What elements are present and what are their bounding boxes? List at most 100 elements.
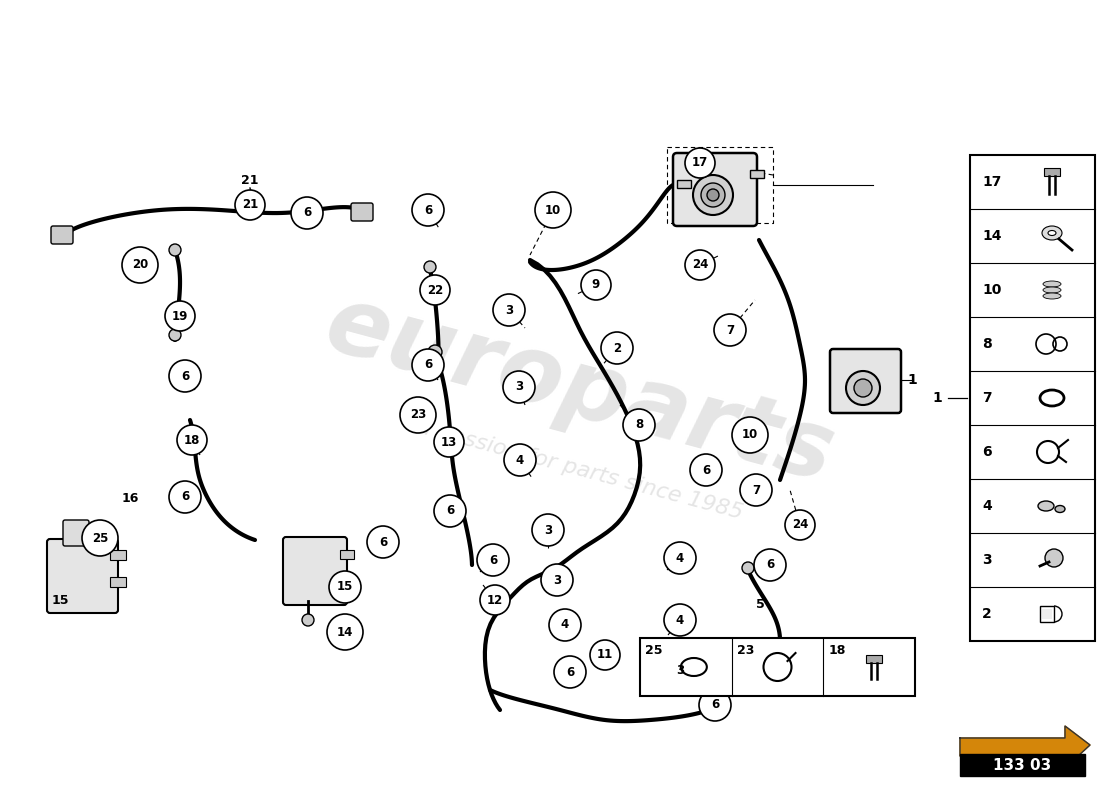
Text: 7: 7 — [752, 483, 760, 497]
Bar — [340, 550, 354, 559]
Text: 4: 4 — [516, 454, 524, 466]
Circle shape — [169, 481, 201, 513]
Bar — [750, 170, 764, 178]
Text: 3: 3 — [543, 523, 552, 537]
FancyBboxPatch shape — [63, 520, 89, 546]
Circle shape — [854, 379, 872, 397]
Text: 15: 15 — [52, 594, 68, 606]
Text: 9: 9 — [592, 278, 601, 291]
Text: 18: 18 — [828, 643, 846, 657]
Text: 133 03: 133 03 — [993, 758, 1052, 773]
Circle shape — [412, 349, 444, 381]
Circle shape — [424, 261, 436, 273]
Text: 6: 6 — [766, 558, 774, 571]
Circle shape — [685, 148, 715, 178]
Circle shape — [740, 474, 772, 506]
Circle shape — [690, 454, 722, 486]
Circle shape — [846, 371, 880, 405]
Bar — [1040, 606, 1054, 622]
FancyBboxPatch shape — [673, 153, 757, 226]
Text: 4: 4 — [675, 614, 684, 626]
Circle shape — [532, 514, 564, 546]
Text: 3: 3 — [553, 574, 561, 586]
Circle shape — [169, 360, 201, 392]
Circle shape — [177, 425, 207, 455]
Circle shape — [754, 549, 786, 581]
Text: 18: 18 — [184, 434, 200, 446]
Text: 22: 22 — [427, 283, 443, 297]
Ellipse shape — [1055, 506, 1065, 513]
FancyBboxPatch shape — [47, 539, 118, 613]
Text: 6: 6 — [702, 463, 711, 477]
Text: 3: 3 — [505, 303, 513, 317]
Text: 6: 6 — [424, 358, 432, 371]
Circle shape — [693, 175, 733, 215]
Circle shape — [742, 562, 754, 574]
Circle shape — [400, 397, 436, 433]
Text: 13: 13 — [441, 435, 458, 449]
Bar — [110, 577, 126, 587]
Circle shape — [367, 526, 399, 558]
Text: 19: 19 — [172, 310, 188, 322]
Circle shape — [785, 510, 815, 540]
Ellipse shape — [1043, 287, 1062, 293]
FancyBboxPatch shape — [51, 226, 73, 244]
Circle shape — [685, 250, 715, 280]
Text: 6: 6 — [378, 535, 387, 549]
Text: 5: 5 — [756, 598, 764, 611]
Circle shape — [420, 275, 450, 305]
Text: 12: 12 — [487, 594, 503, 606]
Circle shape — [292, 197, 323, 229]
Text: 7: 7 — [726, 323, 734, 337]
Circle shape — [477, 544, 509, 576]
Bar — [970, 155, 1094, 641]
Text: 3: 3 — [675, 663, 684, 677]
Bar — [640, 638, 915, 696]
Circle shape — [707, 189, 719, 201]
Text: 10: 10 — [544, 203, 561, 217]
Circle shape — [664, 542, 696, 574]
Circle shape — [412, 194, 444, 226]
Text: a passion for parts since 1985: a passion for parts since 1985 — [415, 417, 745, 523]
Text: 16: 16 — [121, 491, 139, 505]
Text: 25: 25 — [91, 531, 108, 545]
Text: europarts: europarts — [316, 278, 844, 502]
Text: 4: 4 — [561, 618, 569, 631]
Bar — [960, 754, 1085, 776]
Polygon shape — [960, 726, 1090, 768]
Text: 8: 8 — [982, 337, 992, 351]
Text: 7: 7 — [982, 391, 991, 405]
Text: 15: 15 — [337, 581, 353, 594]
Text: 6: 6 — [302, 206, 311, 219]
Circle shape — [664, 654, 696, 686]
Text: 11: 11 — [597, 649, 613, 662]
FancyBboxPatch shape — [830, 349, 901, 413]
Circle shape — [493, 294, 525, 326]
Text: 6: 6 — [488, 554, 497, 566]
Circle shape — [82, 520, 118, 556]
Text: 25: 25 — [645, 643, 662, 657]
Text: 1: 1 — [933, 391, 942, 405]
Text: 2: 2 — [982, 607, 992, 621]
Ellipse shape — [1043, 293, 1062, 299]
Circle shape — [235, 190, 265, 220]
Text: 24: 24 — [792, 518, 808, 531]
Text: 21: 21 — [241, 174, 258, 186]
Ellipse shape — [1048, 230, 1056, 235]
Circle shape — [169, 329, 182, 341]
Circle shape — [434, 427, 464, 457]
Text: 24: 24 — [692, 258, 708, 271]
Circle shape — [732, 417, 768, 453]
Circle shape — [581, 270, 611, 300]
Circle shape — [327, 614, 363, 650]
Text: 8: 8 — [635, 418, 643, 431]
Text: 4: 4 — [982, 499, 992, 513]
Text: 6: 6 — [446, 505, 454, 518]
Circle shape — [1045, 549, 1063, 567]
Circle shape — [601, 332, 632, 364]
Circle shape — [434, 495, 466, 527]
Circle shape — [329, 571, 361, 603]
Bar — [1042, 609, 1052, 619]
Bar — [110, 550, 126, 560]
Circle shape — [165, 301, 195, 331]
